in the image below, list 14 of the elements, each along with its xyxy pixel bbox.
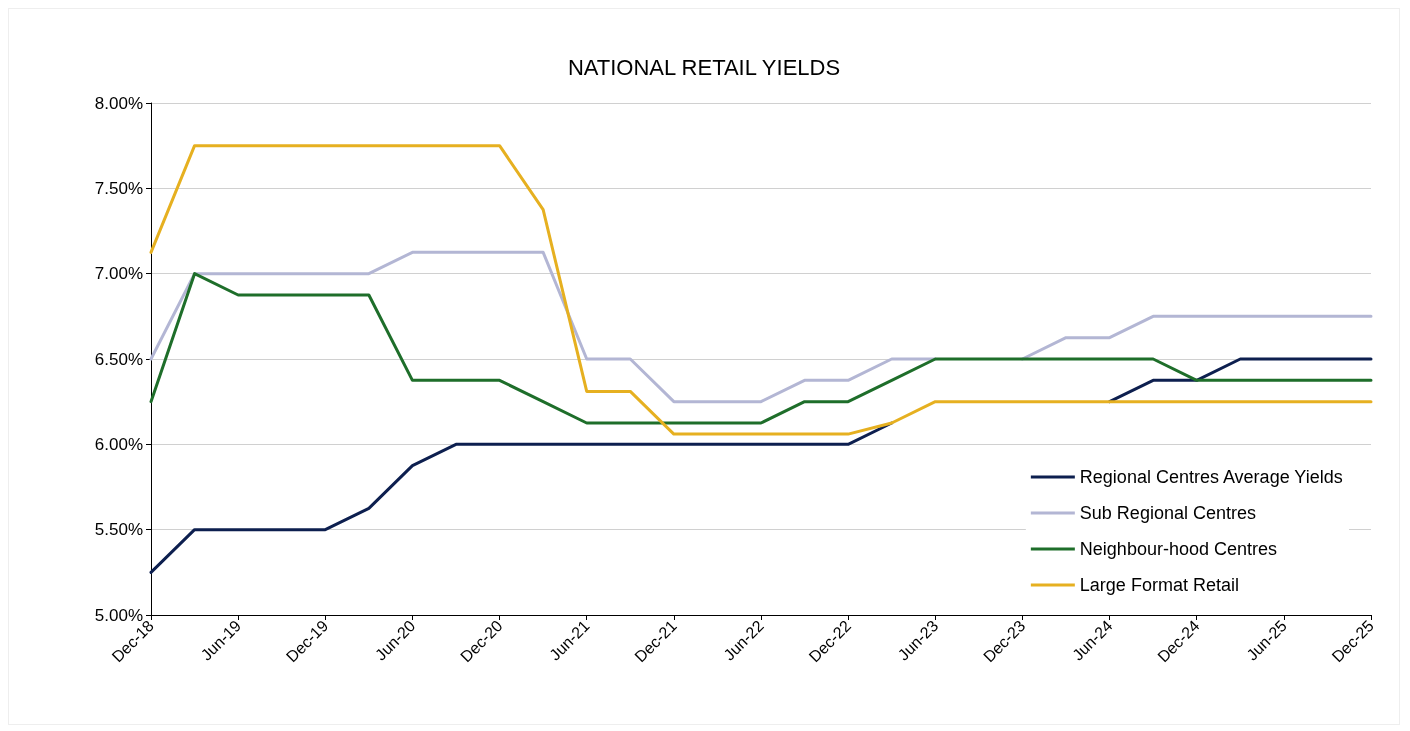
legend-label: Regional Centres Average Yields: [1079, 467, 1343, 487]
chart-title: NATIONAL RETAIL YIELDS: [567, 54, 841, 80]
y-tick-label: 6.50%: [94, 349, 143, 369]
legend-label: Neighbour-hood Centres: [1079, 539, 1277, 559]
line-series: [149, 144, 1373, 436]
y-tick-label: 5.50%: [94, 520, 143, 540]
legend-label: Sub Regional Centres: [1079, 503, 1256, 523]
y-tick-label: 7.00%: [94, 264, 143, 284]
y-tick-label: 6.00%: [94, 434, 143, 454]
y-tick-label: 5.00%: [94, 605, 143, 625]
line-series: [149, 272, 1373, 425]
legend-label: Large Format Retail: [1079, 575, 1239, 595]
y-tick-label: 8.00%: [94, 93, 143, 113]
y-tick-label: 7.50%: [94, 178, 143, 198]
